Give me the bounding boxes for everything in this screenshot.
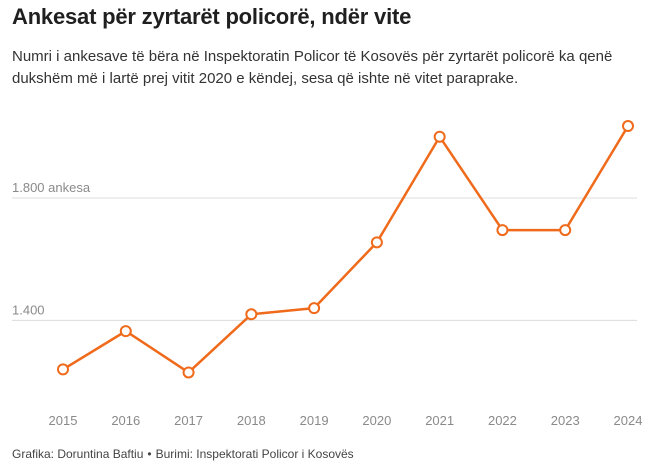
- data-point-2016: [119, 325, 132, 338]
- y-tick-label-0: 1.400: [12, 302, 45, 317]
- x-tick-label-2022: 2022: [488, 413, 517, 428]
- series-lines: [61, 124, 630, 374]
- x-tick-label-2021: 2021: [425, 413, 454, 428]
- data-point-2021: [433, 130, 446, 143]
- data-point-2018: [245, 308, 258, 321]
- data-point-2017: [182, 366, 195, 379]
- x-tick-label-2017: 2017: [174, 413, 203, 428]
- footer-source: Burimi: Inspektorati Policor i Kosovës: [155, 447, 354, 461]
- y-tick-label-1: 1.800 ankesa: [12, 180, 91, 195]
- data-point-2019: [308, 302, 321, 315]
- series-points: [57, 120, 634, 379]
- data-point-2015: [57, 363, 69, 376]
- x-tick-label-2018: 2018: [237, 413, 266, 428]
- chart-title: Ankesat për zyrtarët policorë, ndër vite: [12, 4, 412, 29]
- x-tick-label-2023: 2023: [551, 413, 580, 428]
- x-tick-label-2016: 2016: [111, 413, 140, 428]
- x-tick-label-2020: 2020: [362, 413, 391, 428]
- series-line-0: [61, 124, 630, 374]
- gridlines: 1.400 1.800 ankesa: [12, 180, 637, 321]
- x-tick-label-2024: 2024: [614, 413, 643, 428]
- x-axis-tick-labels: 2015 2016 2017 2018 2019 2020 2021 2022 2023 2024: [49, 413, 643, 428]
- data-point-2023: [559, 224, 572, 237]
- data-point-2022: [496, 224, 509, 237]
- footer-separator: •: [147, 447, 152, 461]
- data-point-2020: [370, 236, 383, 249]
- chart-subtitle: Numri i ankesave të bëra në Inspektorati…: [12, 48, 613, 87]
- footer-credit: Grafika: Doruntina Baftiu: [12, 447, 144, 461]
- x-tick-label-2015: 2015: [49, 413, 78, 428]
- data-point-2024: [622, 120, 634, 133]
- x-tick-label-2019: 2019: [300, 413, 329, 428]
- chart-footer: Grafika: Doruntina Baftiu • Burimi: Inspek…: [12, 447, 354, 461]
